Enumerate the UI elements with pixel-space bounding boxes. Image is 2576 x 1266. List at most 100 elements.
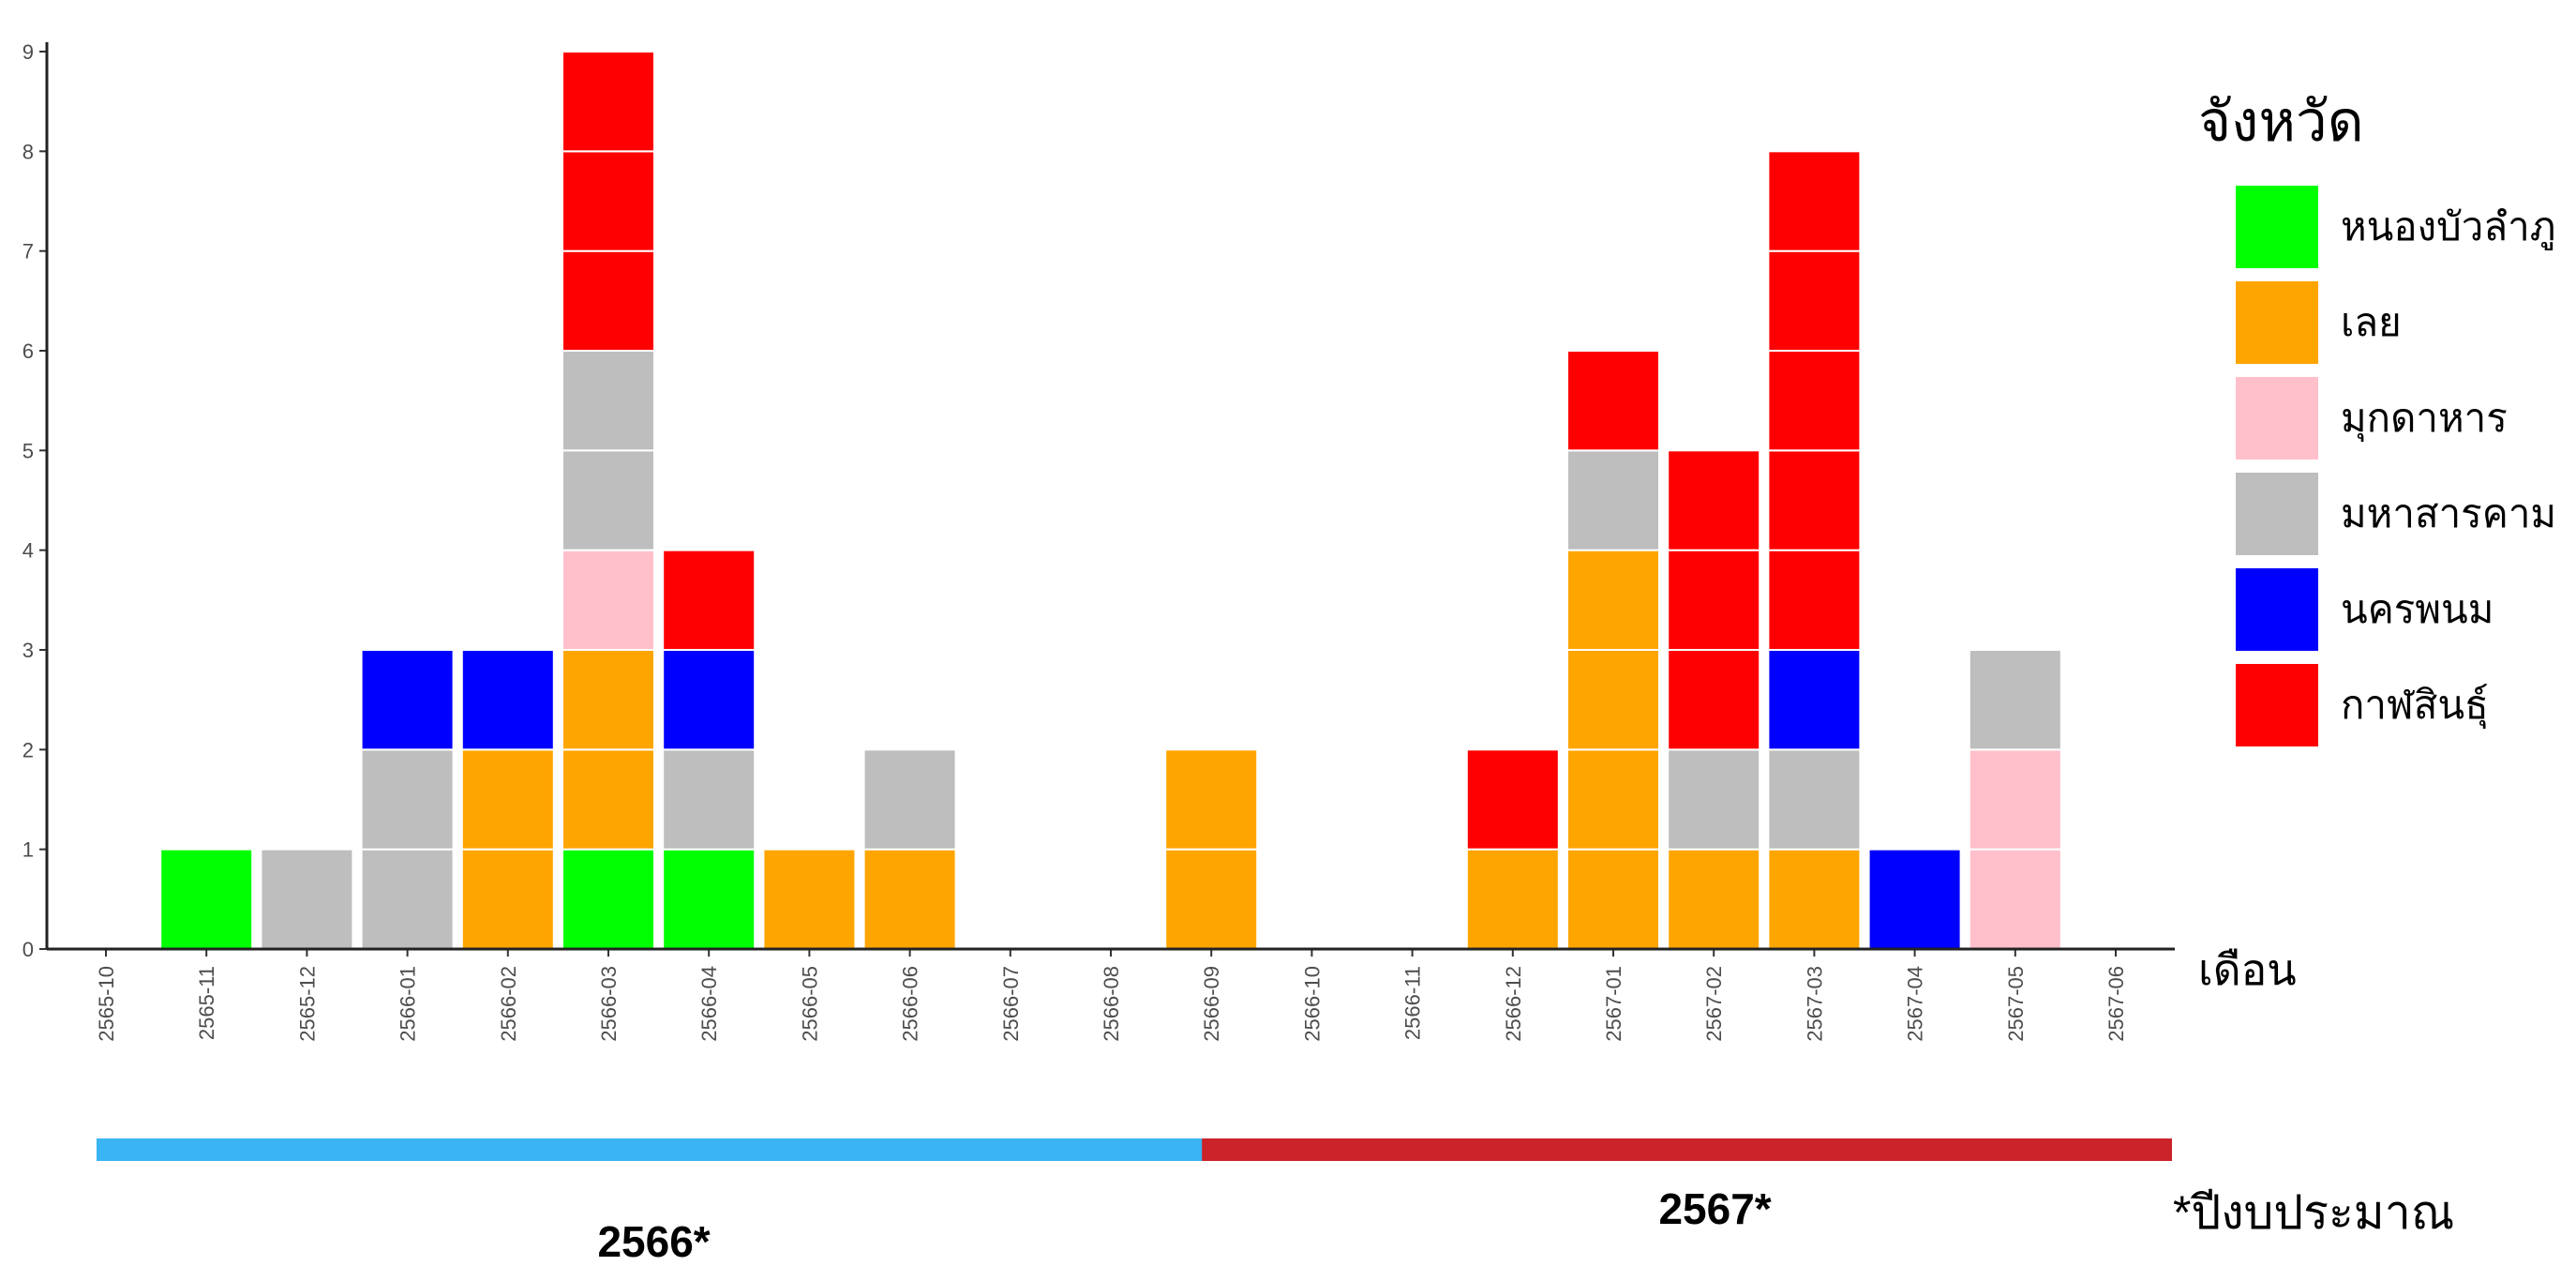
x-tick-label: 2567-02 — [1702, 966, 1726, 1042]
bar-segment — [460, 649, 555, 751]
x-tick-label: 2567-03 — [1803, 966, 1826, 1042]
x-tick-label: 2566-10 — [1300, 966, 1324, 1042]
bars-group — [159, 51, 2062, 951]
bar-segment — [562, 549, 655, 652]
bar-segment — [562, 748, 655, 851]
bar-segment — [159, 848, 254, 951]
x-tick-label: 2566-11 — [1401, 966, 1425, 1040]
bar-segment — [1667, 848, 1761, 951]
bar-segment — [562, 51, 655, 153]
bar-segment — [1968, 848, 2062, 951]
y-tick-label: 9 — [22, 40, 34, 64]
bar-segment — [460, 748, 555, 851]
bar-segment — [662, 549, 756, 652]
x-tick-label: 2565-11 — [195, 966, 218, 1040]
bar-segment — [1767, 848, 1862, 951]
bar-segment — [1767, 150, 1862, 252]
x-tick-label: 2566-08 — [1100, 966, 1123, 1042]
bar-segment — [1767, 549, 1862, 652]
fiscal-year-bar — [1202, 1138, 2172, 1161]
x-tick-label: 2566-06 — [899, 966, 922, 1042]
x-tick-label: 2566-01 — [397, 966, 420, 1042]
bar-segment — [562, 848, 655, 951]
legend-label: เลย — [2341, 300, 2402, 344]
legend-swatch — [2236, 473, 2318, 555]
legend-label: กาฬสินธุ์ — [2341, 683, 2489, 730]
bar-segment — [1566, 449, 1660, 551]
bar-segment — [562, 449, 655, 551]
bar-segment — [1164, 748, 1259, 851]
x-axis-ticks: 2565-10 2565-11 2565-12 2566-01 2566-02 2566-… — [95, 949, 2128, 1042]
bar-segment — [1566, 350, 1660, 452]
x-tick-label: 2566-12 — [1502, 966, 1525, 1042]
bar-segment — [1667, 549, 1761, 652]
x-tick-label: 2565-10 — [95, 966, 118, 1042]
x-tick-label: 2567-04 — [1904, 966, 1927, 1042]
bar-segment — [360, 649, 455, 751]
bar-segment — [1566, 748, 1660, 851]
x-tick-label: 2567-05 — [2004, 966, 2028, 1042]
x-tick-label: 2566-09 — [1200, 966, 1223, 1042]
y-tick-label: 0 — [22, 938, 34, 961]
x-tick-label: 2566-02 — [497, 966, 520, 1042]
legend-swatch — [2236, 664, 2318, 746]
fiscal-year-label: 2567* — [1658, 1184, 1771, 1233]
fiscal-year-label: 2566* — [597, 1217, 710, 1266]
y-tick-label: 3 — [22, 639, 34, 662]
bar-segment — [260, 848, 354, 951]
legend-swatch — [2236, 568, 2318, 651]
bar-segment — [1968, 649, 2062, 751]
legend-swatch — [2236, 281, 2318, 364]
bar-segment — [360, 848, 455, 951]
y-tick-label: 5 — [22, 439, 34, 462]
x-tick-label: 2567-01 — [1602, 966, 1625, 1042]
y-tick-label: 6 — [22, 339, 34, 363]
bar-segment — [862, 848, 957, 951]
bar-segment — [662, 649, 756, 751]
fiscal-year-bar — [97, 1138, 1212, 1161]
x-tick-label: 2566-04 — [697, 966, 721, 1042]
bar-segment — [1867, 848, 1962, 951]
bar-segment — [1767, 249, 1862, 352]
bar-segment — [1566, 848, 1660, 951]
footnote: *ปีงบประมาณ — [2173, 1186, 2454, 1239]
x-axis-title: เดือน — [2198, 945, 2297, 994]
bar-segment — [762, 848, 857, 951]
x-tick-label: 2566-05 — [798, 966, 821, 1042]
y-axis-ticks: 0 1 2 3 4 5 6 7 8 9 — [22, 40, 47, 961]
bar-segment — [1465, 748, 1560, 851]
bar-segment — [1767, 748, 1862, 851]
bar-segment — [1667, 748, 1761, 851]
bar-segment — [1767, 449, 1862, 551]
bar-segment — [862, 748, 957, 851]
y-tick-label: 4 — [22, 539, 34, 563]
bar-segment — [1566, 549, 1660, 652]
bar-segment — [562, 649, 655, 751]
bar-segment — [1767, 350, 1862, 452]
bar-segment — [1566, 649, 1660, 751]
y-tick-label: 7 — [22, 240, 34, 264]
bar-segment — [1968, 748, 2062, 851]
bar-segment — [662, 748, 756, 851]
bar-segment — [562, 350, 655, 452]
fiscal-year-bars: 2566* 2567* — [97, 1138, 2172, 1266]
bar-segment — [1164, 848, 1259, 951]
bar-segment — [1465, 848, 1560, 951]
legend-label: มหาสารคาม — [2341, 491, 2556, 535]
x-tick-label: 2566-03 — [597, 966, 621, 1042]
legend-label: มุกดาหาร — [2341, 396, 2508, 443]
bar-segment — [1667, 649, 1761, 751]
x-tick-label: 2565-12 — [295, 966, 319, 1042]
legend-label: นครพนม — [2341, 587, 2494, 631]
bar-segment — [360, 748, 455, 851]
x-tick-label: 2567-06 — [2104, 966, 2128, 1042]
x-tick-label: 2566-07 — [999, 966, 1023, 1042]
bar-segment — [662, 848, 756, 951]
bar-segment — [460, 848, 555, 951]
y-tick-label: 1 — [22, 838, 34, 862]
legend-title: จังหวัด — [2198, 90, 2364, 153]
legend-swatch — [2236, 377, 2318, 460]
bar-segment — [562, 150, 655, 252]
y-tick-label: 8 — [22, 140, 34, 163]
